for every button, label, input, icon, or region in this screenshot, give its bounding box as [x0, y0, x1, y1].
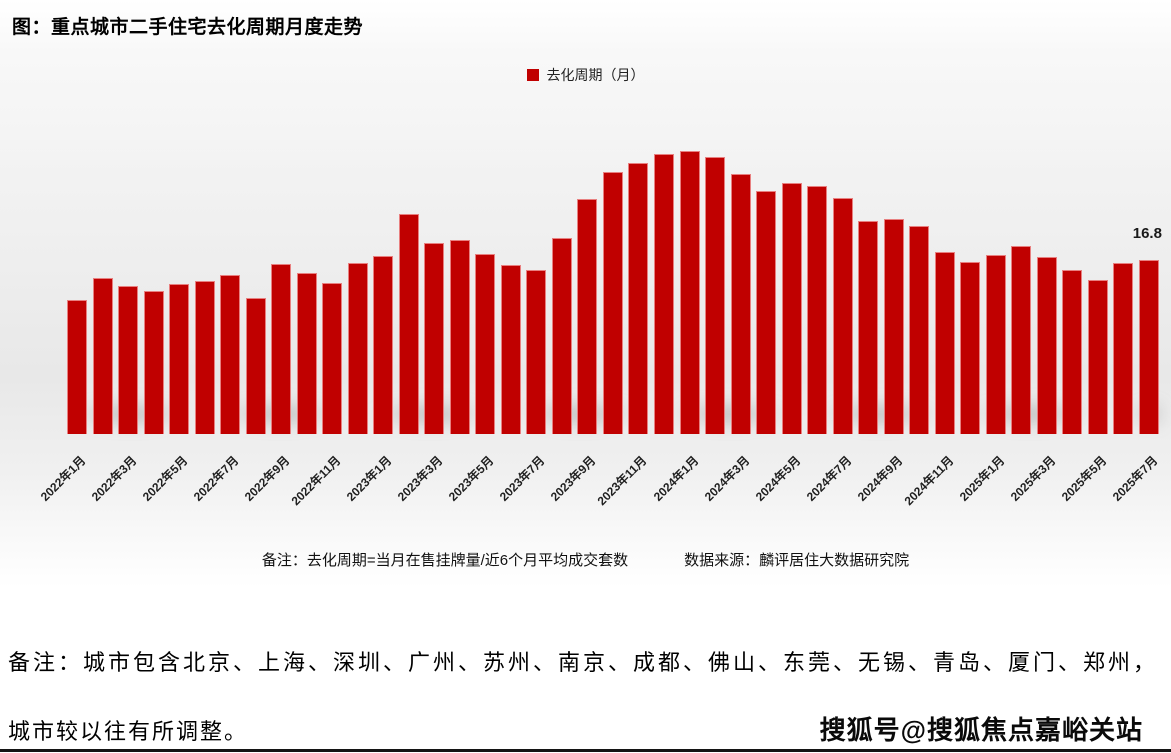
legend-swatch-icon	[526, 69, 539, 81]
bar-2023年5月	[475, 254, 496, 434]
watermark: 搜狐号@搜狐焦点嘉峪关站	[819, 715, 1143, 745]
chart-figure: 图：重点城市二手住宅去化周期月度走势 去化周期（月） 2022年1月 2022年3…	[0, 0, 1171, 588]
bar-2022年11月	[322, 283, 343, 434]
bar-2022年6月	[194, 281, 215, 434]
bar-2022年5月	[169, 284, 190, 434]
bar-2025年1月	[985, 255, 1006, 434]
bar-2023年12月	[654, 154, 674, 434]
bar-2023年6月	[500, 265, 521, 434]
bar-2022年7月	[220, 275, 241, 434]
bar-2024年12月	[960, 262, 981, 434]
bar-2022年8月	[245, 298, 266, 434]
bar-2022年10月	[296, 273, 317, 434]
data-label-last: 16.8	[1132, 225, 1162, 242]
bar-2022年12月	[347, 263, 368, 434]
bar-2024年3月	[730, 174, 751, 434]
bar-2024年1月	[679, 151, 700, 434]
bar-2024年4月	[756, 191, 776, 434]
bar-2023年9月	[577, 199, 598, 434]
chart-notes: 备注：去化周期=当月在售挂牌量/近6个月平均成交套数 数据来源：麟评居住大数据研…	[0, 549, 1171, 570]
bar-2024年9月	[883, 219, 904, 434]
bar-2024年6月	[807, 186, 828, 434]
bar-2022年4月	[143, 291, 164, 434]
bar-2024年2月	[705, 157, 725, 434]
legend: 去化周期（月）	[0, 65, 1171, 85]
bar-2024年11月	[934, 252, 955, 434]
bar-2023年8月	[551, 238, 572, 434]
bar-2022年3月	[118, 286, 138, 434]
legend-label: 去化周期（月）	[546, 67, 645, 83]
bar-2025年3月	[1036, 257, 1057, 434]
bar-2022年1月	[67, 300, 87, 434]
bar-2023年1月	[373, 256, 394, 434]
bar-2025年6月	[1113, 263, 1134, 434]
bar-2024年7月	[832, 198, 853, 434]
bar-2022年2月	[92, 278, 113, 434]
bar-2023年3月	[424, 243, 445, 434]
bar-2024年5月	[781, 183, 802, 434]
chart-data-source: 数据来源：麟评居住大数据研究院	[684, 552, 910, 569]
bar-2023年11月	[628, 163, 649, 434]
bar-2025年7月	[1138, 260, 1159, 434]
bar-2024年8月	[858, 221, 879, 434]
bar-2025年2月	[1011, 246, 1032, 434]
bar-2024年10月	[909, 226, 930, 434]
bar-2023年7月	[526, 270, 547, 434]
bar-2022年9月	[271, 264, 292, 434]
bar-2025年4月	[1062, 270, 1083, 434]
footer-note-line1: 备注：城市包含北京、上海、深圳、广州、苏州、南京、成都、佛山、东莞、无锡、青岛、…	[8, 650, 1159, 675]
bar-2023年10月	[602, 172, 623, 434]
bar-2023年2月	[398, 214, 419, 434]
footer-note-line2: 城市较以往有所调整。	[8, 719, 249, 744]
bar-2025年5月	[1087, 280, 1108, 434]
bar-2023年4月	[449, 240, 470, 434]
bottom-divider	[0, 749, 1171, 752]
chart-title: 图：重点城市二手住宅去化周期月度走势	[12, 17, 364, 38]
chart-note-definition: 备注：去化周期=当月在售挂牌量/近6个月平均成交套数	[261, 552, 629, 569]
